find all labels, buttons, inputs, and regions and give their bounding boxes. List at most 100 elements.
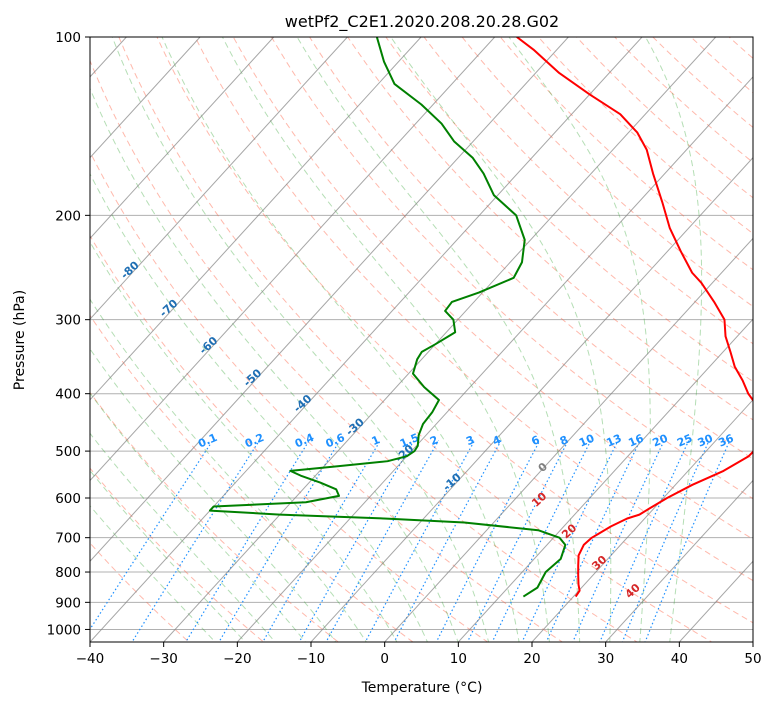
mixing-ratio-label: 25 bbox=[675, 432, 694, 450]
dry-adiabat bbox=[156, 37, 753, 624]
x-tick-label: 20 bbox=[523, 651, 540, 667]
y-tick-label: 100 bbox=[55, 30, 81, 46]
dry-adiabat bbox=[90, 391, 340, 642]
mixing-ratio-label: 30 bbox=[696, 432, 716, 450]
dewpoint-profile bbox=[208, 37, 567, 598]
x-tick-label: 50 bbox=[744, 651, 761, 667]
moist-adiabat bbox=[90, 469, 246, 642]
dry-adiabat bbox=[232, 37, 753, 540]
y-tick-label: 200 bbox=[55, 208, 81, 224]
mixing-ratio-line bbox=[298, 440, 415, 642]
x-tick-label: 10 bbox=[450, 651, 467, 667]
plot-area: -100-90-80-70-60-50-40-30-20-10010203040… bbox=[90, 37, 753, 642]
x-tick-label: 30 bbox=[597, 651, 614, 667]
dry-adiabat bbox=[423, 37, 753, 345]
y-tick-label: 400 bbox=[55, 387, 81, 403]
mixing-ratio-label: 20 bbox=[651, 432, 671, 450]
x-tick-label: −40 bbox=[76, 651, 105, 667]
moist-adiabats bbox=[90, 37, 703, 642]
x-tick-label: −10 bbox=[297, 651, 326, 667]
mixing-ratio-line bbox=[466, 440, 569, 642]
dry-adiabat bbox=[90, 542, 190, 642]
moist-adiabat bbox=[90, 298, 367, 642]
y-tick-label: 1000 bbox=[47, 622, 81, 638]
y-tick-label: 900 bbox=[55, 595, 81, 611]
x-axis-title: Temperature (°C) bbox=[361, 680, 483, 696]
moist-adiabat bbox=[645, 37, 703, 642]
x-tick-label: −30 bbox=[149, 651, 178, 667]
isotherm bbox=[90, 37, 201, 159]
temperature-profile bbox=[516, 37, 753, 598]
isotherm bbox=[90, 37, 496, 482]
y-tick-label: 800 bbox=[55, 565, 81, 581]
moist-adiabat bbox=[90, 348, 337, 642]
mixing-ratio-line bbox=[364, 440, 476, 642]
x-axis-ticks: −40 −30 −20 −10 0 10 20 30 40 50 bbox=[76, 642, 762, 667]
dry-adiabat bbox=[90, 59, 638, 642]
dry-adiabat bbox=[270, 37, 753, 500]
isotherm bbox=[457, 318, 753, 642]
isotherm bbox=[236, 76, 753, 642]
isotherm bbox=[163, 37, 717, 642]
mixing-ratio-line bbox=[131, 440, 260, 642]
y-tick-label: 300 bbox=[55, 313, 81, 329]
plot-frame bbox=[89, 36, 754, 643]
y-axis-title: Pressure (hPa) bbox=[12, 290, 28, 390]
mixing-ratio-line bbox=[90, 440, 214, 631]
mixing-ratio-label: 36 bbox=[716, 432, 736, 450]
mixing-ratio-line bbox=[644, 440, 731, 642]
mixing-ratio-line bbox=[599, 440, 690, 642]
moist-adiabat bbox=[508, 37, 651, 642]
isotherm bbox=[90, 37, 422, 401]
isotherm bbox=[384, 237, 753, 642]
moist-adiabat bbox=[90, 432, 276, 642]
mixing-ratio-line bbox=[572, 440, 665, 642]
mixing-ratio-label: 10 bbox=[577, 432, 597, 450]
moist-adiabat bbox=[90, 172, 429, 642]
mixing-ratio-line bbox=[325, 440, 440, 642]
mixing-ratio-line bbox=[491, 440, 592, 642]
isotherm bbox=[90, 37, 643, 642]
sounding-profiles bbox=[208, 37, 753, 598]
moist-adiabat bbox=[296, 37, 581, 642]
mixing-ratio-line bbox=[435, 440, 541, 642]
x-tick-label: 0 bbox=[380, 651, 389, 667]
moist-adiabat bbox=[90, 241, 398, 642]
isotherms bbox=[90, 37, 753, 642]
dry-adiabat bbox=[90, 314, 414, 642]
mixing-ratio-line bbox=[218, 440, 341, 642]
isotherm bbox=[90, 37, 569, 563]
x-tick-label: −20 bbox=[223, 651, 252, 667]
dry-adiabat bbox=[194, 37, 753, 582]
y-axis-ticks: 100 200 300 400 500 600 700 800 900 1000 bbox=[47, 30, 90, 638]
isotherm bbox=[90, 37, 348, 320]
moist-adiabat bbox=[161, 37, 520, 642]
mixing-ratio-line bbox=[393, 440, 502, 642]
y-tick-label: 500 bbox=[55, 444, 81, 460]
dry-adiabat bbox=[118, 37, 713, 642]
dry-adiabats bbox=[90, 37, 753, 642]
mixing-ratio-line bbox=[262, 440, 381, 642]
dry-adiabat bbox=[461, 37, 753, 308]
y-tick-label: 600 bbox=[55, 491, 81, 507]
mixing-ratio-label: 13 bbox=[604, 432, 623, 450]
moist-adiabat bbox=[390, 37, 612, 642]
moist-adiabat bbox=[111, 37, 490, 642]
isotherm bbox=[310, 156, 753, 642]
mixing-ratio-line bbox=[521, 440, 619, 642]
dry-adiabat bbox=[90, 467, 265, 642]
mixing-ratio-label: 16 bbox=[626, 432, 646, 450]
isotherm bbox=[90, 37, 275, 240]
chart-title: wetPf2_C2E1.2020.208.20.28.G02 bbox=[285, 12, 559, 32]
isotherm bbox=[605, 479, 753, 642]
mixing-ratio-line bbox=[621, 440, 710, 642]
moist-adiabat bbox=[222, 37, 550, 642]
x-tick-label: 40 bbox=[671, 651, 688, 667]
mixing-ratio-line bbox=[545, 440, 641, 642]
y-tick-label: 700 bbox=[55, 531, 81, 547]
moist-adiabat bbox=[90, 87, 459, 642]
mixing-ratio-lines bbox=[90, 440, 731, 642]
isotherm bbox=[531, 399, 753, 642]
